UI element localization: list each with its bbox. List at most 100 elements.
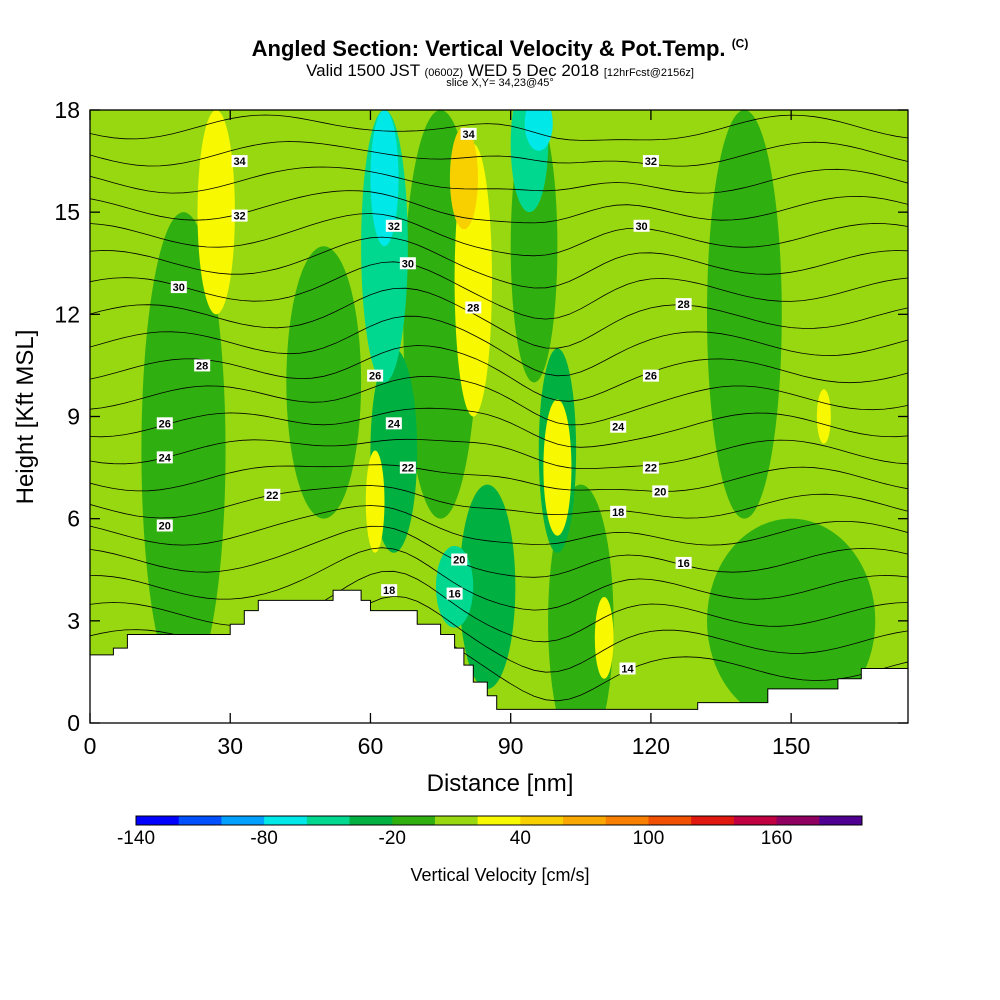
velocity-region (286, 246, 362, 519)
colorbar-label: 100 (633, 828, 665, 849)
contour-label: 16 (448, 589, 460, 601)
colorbar-frame (135, 815, 863, 826)
contour-label: 14 (621, 664, 634, 676)
colorbar-swatch (136, 816, 180, 825)
contour-label-box (642, 155, 659, 168)
colorbar-label: 40 (510, 828, 531, 849)
contour-label: 20 (654, 486, 666, 498)
contour-label-box (385, 219, 402, 232)
velocity-region (435, 545, 474, 628)
velocity-region (543, 399, 572, 536)
velocity-region (370, 110, 399, 247)
colorbar-swatch (178, 816, 222, 825)
y-tick-label: 6 (67, 506, 80, 532)
title-main: Angled Section: Vertical Velocity & Pot.… (251, 36, 726, 61)
contour-label: 20 (159, 520, 171, 532)
colorbar-swatch (520, 816, 564, 825)
contour-label-box (381, 584, 398, 597)
contour-label: 32 (645, 156, 657, 168)
contour-label: 28 (467, 303, 479, 315)
theta-contour-32 (90, 166, 908, 194)
colorbar-label: -140 (117, 828, 155, 849)
colorbar-swatch (306, 816, 351, 825)
velocity-region (524, 110, 553, 151)
contour-label-box (385, 417, 402, 430)
contour-label-box (156, 451, 173, 464)
colorbar-swatch (392, 816, 436, 825)
contour-label: 22 (402, 463, 414, 475)
colorbar-swatch (477, 816, 521, 825)
contour-label-box (156, 417, 173, 430)
contour-label: 28 (196, 360, 208, 372)
theta-contour-34 (90, 114, 908, 141)
contour-label-box (642, 461, 659, 474)
contour-label: 30 (402, 258, 414, 270)
contour-label-box (675, 298, 692, 311)
colorbar-swatch (733, 816, 778, 825)
contour-label: 18 (383, 585, 395, 597)
theta-contour-31 (90, 190, 908, 224)
contour-label-box (264, 488, 281, 501)
theta-contour-28 (90, 261, 908, 320)
contour-label-box (619, 662, 636, 675)
contour-label: 26 (645, 371, 657, 383)
contour-label: 22 (266, 490, 278, 502)
theta-contour-33 (90, 141, 908, 167)
x-tick-label: 0 (84, 733, 97, 759)
valid-date: WED 5 Dec 2018 (467, 61, 600, 80)
contour-label-box (231, 155, 248, 168)
contour-label-box (451, 553, 468, 566)
colorbar-swatch (776, 816, 820, 825)
colorbar-swatch (563, 816, 607, 825)
theta-contour-26 (90, 315, 908, 377)
theta-contour-21 (90, 464, 908, 492)
contour-label-box (460, 127, 477, 140)
valid-prefix: Valid 1500 JST (306, 61, 420, 80)
chart-title: Angled Section: Vertical Velocity & Pot.… (0, 36, 1000, 62)
theta-contour-29 (90, 236, 908, 289)
y-tick-label: 0 (67, 710, 80, 736)
colorbar-swatch (221, 816, 265, 825)
contour-label: 34 (462, 129, 475, 141)
contour-label-box (170, 281, 187, 294)
valid-time: Valid 1500 JST (0600Z) WED 5 Dec 2018 [1… (0, 61, 1000, 81)
theta-contour-16 (90, 570, 908, 643)
colorbar-swatch (349, 816, 393, 825)
colorbar-swatch (434, 816, 479, 825)
x-tick-label: 120 (632, 733, 670, 759)
contour-label-box (446, 587, 463, 600)
terrain-mask (89, 589, 909, 724)
contour-label: 24 (388, 418, 401, 430)
velocity-region (816, 389, 831, 444)
contour-label: 24 (612, 422, 625, 434)
velocity-region (197, 110, 235, 315)
y-axis-title: Height [Kft MSL] (12, 330, 39, 505)
x-axis-title: Distance [nm] (427, 770, 574, 797)
y-tick-label: 3 (67, 608, 80, 634)
contour-label: 24 (159, 452, 172, 464)
colorbar-label: 160 (761, 828, 793, 849)
valid-utc: (0600Z) (424, 67, 464, 79)
contour-label: 28 (678, 299, 690, 311)
x-tick-label: 90 (498, 733, 524, 759)
y-tick-label: 15 (54, 199, 80, 225)
y-tick-label: 9 (67, 404, 80, 430)
contour-label-box (610, 420, 627, 433)
contour-label-box (642, 369, 659, 382)
valid-forecast: [12hrFcst@2156z] (603, 67, 694, 79)
colorbar-swatch (819, 816, 863, 825)
contour-label: 20 (453, 555, 465, 567)
theta-contour-17 (90, 547, 908, 611)
contour-label: 30 (173, 282, 185, 294)
contour-label: 32 (233, 211, 245, 223)
contour-label: 22 (645, 463, 657, 475)
contour-label-box (465, 301, 482, 314)
contour-label: 18 (612, 507, 624, 519)
colorbar-swatch (648, 816, 692, 825)
contour-label-box (231, 209, 248, 222)
contour-label-box (367, 369, 384, 382)
contour-label-box (399, 461, 416, 474)
theta-contour-23 (90, 407, 908, 448)
contour-label-box (652, 485, 669, 498)
